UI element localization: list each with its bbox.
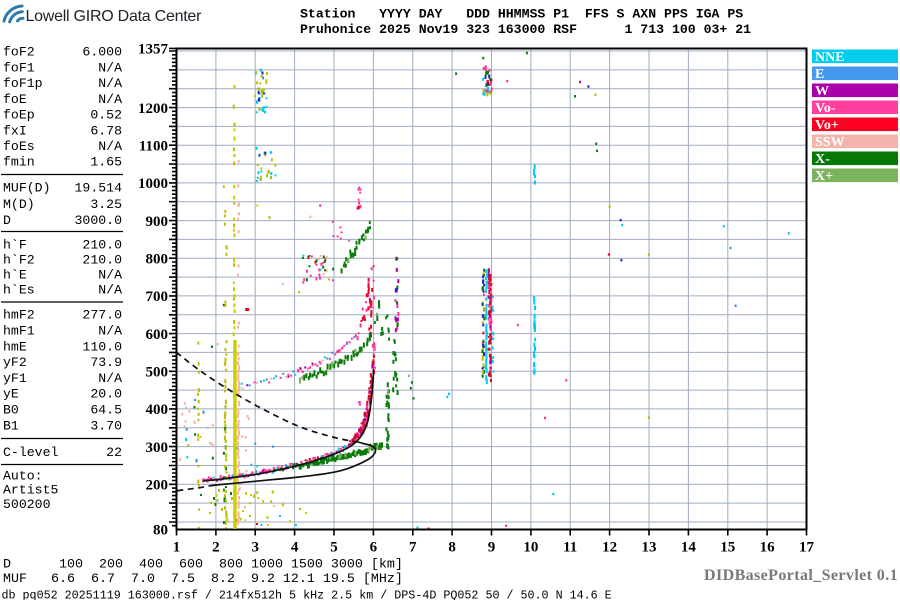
svg-text:210.0: 210.0 [82, 253, 122, 268]
svg-text:1.65: 1.65 [90, 155, 122, 170]
svg-text:16: 16 [760, 540, 776, 556]
svg-text:SSW: SSW [815, 135, 845, 150]
svg-text:X+: X+ [815, 169, 833, 184]
svg-text:N/A: N/A [98, 60, 122, 75]
svg-text:3000.0: 3000.0 [75, 213, 123, 228]
svg-text:2: 2 [212, 540, 220, 556]
svg-text:hmF2: hmF2 [3, 308, 35, 323]
svg-text:800: 800 [146, 251, 169, 267]
svg-text:7: 7 [409, 540, 417, 556]
svg-text:N/A: N/A [98, 139, 122, 154]
svg-text:N/A: N/A [98, 324, 122, 339]
svg-text:h`F: h`F [3, 238, 27, 253]
svg-text:210.0: 210.0 [82, 238, 122, 253]
svg-text:200: 200 [146, 478, 169, 494]
svg-text:20.0: 20.0 [90, 387, 122, 402]
svg-text:1357: 1357 [138, 42, 169, 58]
svg-text:foF2: foF2 [3, 45, 35, 60]
svg-text:M(D): M(D) [3, 197, 35, 212]
svg-text:D: D [3, 213, 11, 228]
svg-text:Lowell GIRO Data Center: Lowell GIRO Data Center [26, 8, 203, 25]
svg-text:0.52: 0.52 [90, 108, 122, 123]
svg-text:N/A: N/A [98, 371, 122, 386]
svg-text:4: 4 [291, 540, 299, 556]
svg-text:NNE: NNE [815, 50, 845, 65]
svg-text:h`F2: h`F2 [3, 253, 35, 268]
svg-text:yF1: yF1 [3, 371, 27, 386]
svg-text:Artist5: Artist5 [3, 483, 58, 498]
svg-text:Pruhonice 2025 Nov19 323 16300: Pruhonice 2025 Nov19 323 163000 RSF 1 71… [300, 22, 751, 37]
svg-text:B0: B0 [3, 403, 19, 418]
svg-text:B1: B1 [3, 418, 19, 433]
svg-text:1100: 1100 [139, 138, 168, 154]
svg-text:17: 17 [799, 540, 815, 556]
svg-text:13: 13 [642, 540, 657, 556]
svg-text:E: E [815, 67, 824, 82]
svg-text:X-: X- [815, 152, 830, 167]
svg-text:db pq052 20251119 163000.rsf /: db pq052 20251119 163000.rsf / 214fx512h… [2, 589, 612, 600]
svg-text:1000: 1000 [138, 176, 168, 192]
svg-text:3.70: 3.70 [90, 418, 122, 433]
svg-text:N/A: N/A [98, 283, 122, 298]
svg-text:W: W [815, 84, 829, 99]
svg-text:foF1p: foF1p [3, 76, 43, 91]
svg-text:hmF1: hmF1 [3, 324, 35, 339]
svg-text:8: 8 [448, 540, 456, 556]
svg-text:N/A: N/A [98, 268, 122, 283]
svg-text:500: 500 [146, 365, 169, 381]
svg-text:80: 80 [153, 523, 168, 539]
svg-text:5: 5 [330, 540, 338, 556]
svg-text:14: 14 [681, 540, 697, 556]
svg-text:300: 300 [146, 440, 169, 456]
svg-text:hmE: hmE [3, 339, 27, 354]
svg-text:MUF(D): MUF(D) [3, 181, 50, 196]
svg-text:19.514: 19.514 [75, 181, 123, 196]
svg-text:15: 15 [720, 540, 735, 556]
svg-text:10: 10 [523, 540, 538, 556]
svg-text:500200: 500200 [3, 497, 51, 512]
svg-text:6: 6 [370, 540, 378, 556]
svg-text:700: 700 [146, 289, 169, 305]
svg-text:MUF 6.6 6.7 7.0 7.5 8.2: MUF 6.6 6.7 7.0 7.5 8.2 9.2 12.1 19.5 [M… [3, 572, 403, 587]
svg-text:9: 9 [488, 540, 496, 556]
svg-text:Station YYYY DAY DDD HHMMS: Station YYYY DAY DDD HHMMSS P1 FFS S AXN… [300, 7, 743, 22]
svg-text:yE: yE [3, 387, 19, 402]
svg-text:foF1: foF1 [3, 60, 35, 75]
svg-text:Auto:: Auto: [3, 469, 43, 484]
svg-text:3: 3 [251, 540, 259, 556]
svg-text:D 100 200 400 600 800: D 100 200 400 600 800 1000 1500 3000 [km… [3, 558, 403, 573]
svg-text:277.0: 277.0 [82, 308, 122, 323]
svg-text:12: 12 [602, 540, 617, 556]
svg-text:foEp: foEp [3, 108, 35, 123]
svg-text:yF2: yF2 [3, 355, 27, 370]
svg-text:6.78: 6.78 [90, 123, 122, 138]
svg-text:h`E: h`E [3, 268, 27, 283]
svg-text:foE: foE [3, 92, 27, 107]
svg-text:fxI: fxI [3, 123, 27, 138]
svg-text:1200: 1200 [138, 101, 168, 117]
svg-text:400: 400 [146, 402, 169, 418]
svg-text:foEs: foEs [3, 139, 35, 154]
svg-text:Vo+: Vo+ [815, 118, 839, 133]
svg-text:900: 900 [146, 214, 169, 230]
svg-text:DIDBasePortal_Servlet 0.1: DIDBasePortal_Servlet 0.1 [704, 567, 898, 584]
svg-text:110.0: 110.0 [82, 339, 122, 354]
svg-text:11: 11 [563, 540, 577, 556]
svg-text:h`Es: h`Es [3, 283, 35, 298]
svg-text:22: 22 [106, 445, 122, 460]
svg-text:1: 1 [173, 540, 181, 556]
svg-text:3.25: 3.25 [90, 197, 122, 212]
svg-text:fmin: fmin [3, 155, 35, 170]
svg-text:6.000: 6.000 [82, 45, 122, 60]
svg-text:64.5: 64.5 [90, 403, 122, 418]
svg-text:73.9: 73.9 [90, 355, 122, 370]
svg-text:Vo-: Vo- [815, 101, 836, 116]
svg-text:N/A: N/A [98, 92, 122, 107]
svg-text:600: 600 [146, 327, 169, 343]
svg-text:C-level: C-level [3, 445, 58, 460]
svg-text:N/A: N/A [98, 76, 122, 91]
